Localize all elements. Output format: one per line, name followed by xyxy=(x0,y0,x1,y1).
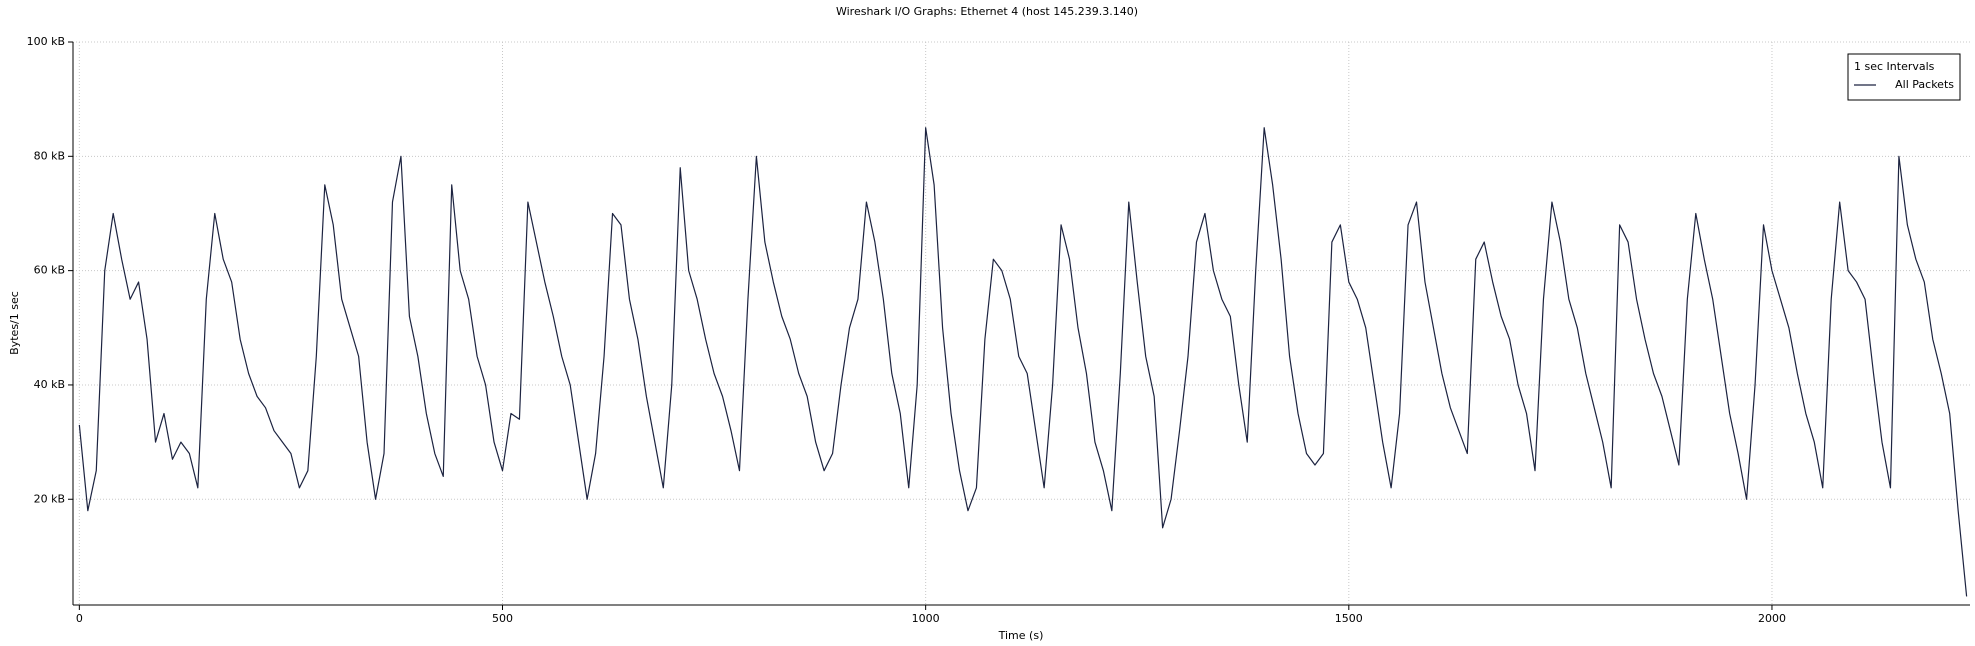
y-tick-label: 80 kB xyxy=(34,149,65,162)
legend-label: All Packets xyxy=(1895,78,1954,91)
legend-box xyxy=(1847,53,1961,101)
x-tick-label: 1500 xyxy=(1335,612,1363,625)
x-tick-label: 1000 xyxy=(912,612,940,625)
x-axis-label: Time (s) xyxy=(998,629,1044,642)
y-axis-label: Bytes/1 sec xyxy=(8,291,21,355)
x-tick-label: 0 xyxy=(76,612,83,625)
data-line xyxy=(78,127,1968,597)
legend-title: 1 sec Intervals xyxy=(1854,60,1935,73)
x-tick-label: 2000 xyxy=(1758,612,1786,625)
chart-title: Wireshark I/O Graphs: Ethernet 4 (host 1… xyxy=(836,5,1138,18)
y-tick-label: 60 kB xyxy=(34,264,65,277)
x-tick-label: 500 xyxy=(492,612,513,625)
y-tick-label: 100 kB xyxy=(27,35,65,48)
y-tick-label: 20 kB xyxy=(34,492,65,505)
y-tick-label: 40 kB xyxy=(34,378,65,391)
